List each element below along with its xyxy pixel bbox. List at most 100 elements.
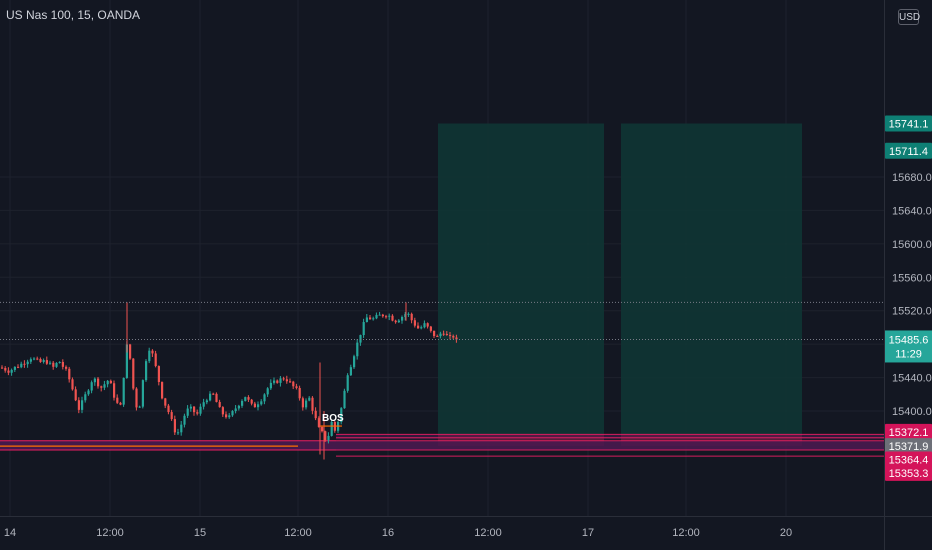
candle-body (87, 390, 90, 395)
candle-body (378, 314, 381, 316)
candle-body (125, 344, 128, 378)
last-price-bg (885, 330, 932, 363)
candle-body (397, 320, 400, 323)
candle-body (93, 378, 96, 383)
candle-body (385, 316, 388, 318)
y-tick-label: 15600.0 (892, 239, 932, 251)
candle-body (132, 358, 135, 389)
candle-body (391, 315, 394, 321)
candle-body (148, 350, 151, 362)
candles (1, 302, 458, 460)
candle-body (173, 419, 176, 433)
price-axis[interactable]: 15400.015440.015480.015520.015560.015600… (892, 172, 932, 418)
candle-body (436, 336, 439, 338)
candle-body (381, 314, 384, 317)
candle-body (426, 323, 429, 327)
time-axis[interactable]: 14 12:00 15 12:00 16 12:00 17 12:00 20 (4, 527, 792, 539)
profit-zone-2 (621, 123, 802, 435)
candle-body (100, 386, 103, 388)
candle-body (23, 363, 26, 365)
candle-body (221, 407, 224, 415)
candle-body (295, 386, 298, 388)
price-tag: 15371.9 (889, 441, 929, 453)
countdown-label: 11:29 (895, 348, 922, 360)
candle-body (372, 318, 375, 320)
candle-body (455, 337, 458, 340)
x-tick-label: 12:00 (672, 527, 700, 539)
candle-body (109, 380, 112, 384)
profit-zone-1 (438, 123, 604, 435)
candle-body (215, 393, 218, 402)
candle-body (20, 363, 23, 368)
candle-body (225, 414, 228, 418)
loss-zone-2 (621, 434, 802, 446)
candle-body (305, 400, 308, 408)
x-tick-label: 14 (4, 527, 16, 539)
candle-body (231, 411, 234, 416)
candle-body (321, 426, 324, 432)
candle-body (167, 405, 170, 413)
price-tag-bg (885, 142, 932, 159)
x-tick-label: 12:00 (474, 527, 502, 539)
candle-body (177, 432, 180, 434)
candle-body (449, 335, 452, 337)
candle-body (74, 389, 77, 401)
candle-body (327, 435, 330, 441)
candle-body (359, 335, 362, 343)
candle-body (445, 334, 448, 336)
candle-body (276, 380, 279, 383)
candle-body (285, 379, 288, 382)
candle-body (452, 335, 455, 338)
candle-body (42, 360, 45, 362)
candle-body (90, 382, 93, 391)
candle-body (61, 361, 64, 367)
candle-body (253, 403, 256, 408)
candle-body (279, 378, 282, 383)
candle-body (244, 397, 247, 401)
candle-body (362, 322, 365, 336)
candle-body (122, 377, 125, 405)
candle-body (282, 378, 285, 380)
candle-body (10, 369, 13, 373)
candle-body (157, 366, 160, 383)
candle-body (205, 400, 208, 403)
candle-body (263, 394, 266, 402)
candle-body (442, 333, 445, 335)
candle-body (145, 361, 148, 381)
last-price-label: 15485.6 (889, 334, 929, 346)
candle-body (39, 358, 42, 362)
price-tag-top-partial: 15741.1 (889, 119, 929, 131)
candle-body (311, 397, 314, 411)
y-tick-label: 15560.0 (892, 272, 932, 284)
candle-body (138, 406, 141, 408)
candle-body (394, 320, 397, 323)
price-tag-bg (885, 451, 932, 468)
candle-body (317, 418, 320, 427)
candle-body (29, 359, 32, 362)
candle-body (196, 412, 199, 414)
candle-body (212, 393, 215, 395)
candle-body (135, 388, 138, 408)
candle-body (349, 367, 352, 376)
demand-zone (0, 440, 884, 451)
y-tick-label: 15680.0 (892, 172, 932, 184)
candle-body (250, 399, 253, 404)
currency-button[interactable]: USD (898, 9, 920, 25)
candle-body (189, 406, 192, 409)
candle-body (410, 313, 413, 321)
candle-body (103, 384, 106, 388)
y-tick-label: 15640.0 (892, 205, 932, 217)
candle-body (7, 370, 10, 373)
bos-label: BOS (322, 413, 344, 424)
y-tick-label: 15400.0 (892, 406, 932, 418)
overlays: BOS (0, 301, 884, 447)
price-tag-bg (885, 464, 932, 481)
candle-body (58, 361, 61, 363)
candle-body (257, 404, 260, 408)
candle-body (17, 366, 20, 368)
candle-body (269, 382, 272, 389)
candle-body (199, 406, 202, 414)
candle-body (193, 406, 196, 413)
